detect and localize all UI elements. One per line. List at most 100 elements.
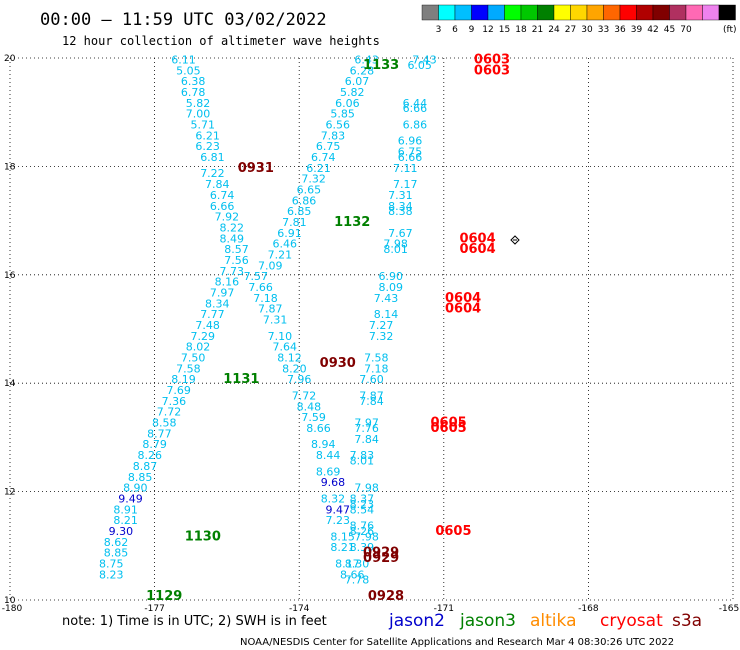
swh-value: 7.67 [388,227,413,240]
colorbar-label: 6 [452,25,458,35]
time-label: 0604 [445,291,481,306]
swh-value: 7.72 [157,406,182,419]
time-label: 1131 [223,372,259,387]
colorbar-label: 70 [680,25,692,35]
swh-value: 8.49 [219,232,244,245]
time-label: 0930 [320,356,356,371]
swh-value: 6.66 [398,151,423,164]
time-label: 0929 [363,546,399,561]
swh-value: 8.34 [205,297,230,310]
swh-value: 6.66 [210,200,235,213]
time-label: 1133 [363,58,399,73]
swh-value: 7.31 [388,189,413,202]
swh-value: 8.21 [113,514,138,527]
swh-value: 6.05 [407,59,432,72]
swh-value: 8.26 [350,525,375,538]
swh-value: 8.44 [316,449,341,462]
x-tick-label: -177 [144,604,164,614]
swh-value: 7.36 [162,395,187,408]
swh-value: 8.79 [142,438,167,451]
legend-altika: altika [530,611,577,631]
colorbar-swatch [702,4,720,21]
swh-value: 8.54 [350,503,375,516]
swh-value: 8.20 [282,362,307,375]
legend-s3a: s3a [672,611,702,631]
swh-value: 8.90 [123,482,148,495]
x-tick-label: -174 [289,604,310,614]
colorbar-swatch [454,4,472,21]
colorbar-swatch [603,4,621,21]
colorbar-unit: (ft) [723,25,737,35]
colorbar-swatch [504,4,522,21]
swh-value: 8.62 [104,536,129,549]
time-labels: 1133 060306030931113206040604060406040930… [146,52,510,604]
time-label: 0929 [363,551,399,566]
swh-value: 5.71 [191,118,216,131]
swh-value: 6.21 [306,162,331,175]
swh-value: 7.32 [301,173,326,186]
swh-value: 6.75 [398,146,423,159]
swh-value: 5.82 [186,97,211,110]
time-label: 1129 [146,589,182,604]
colorbar-swatch [718,4,736,21]
swh-value: 7.87 [359,389,384,402]
swh-value: 8.26 [138,449,163,462]
swh-value: 6.78 [181,86,206,99]
legend-jason3: jason3 [459,611,516,631]
time-label: 0604 [459,231,495,246]
colorbar-label: 12 [482,25,493,35]
swh-value: 8.58 [152,417,177,430]
swh-value: 6.38 [181,75,206,88]
swh-value: 8.77 [147,427,172,440]
swh-value: 8.01 [383,243,408,256]
swh-value: 8.48 [297,400,322,413]
swh-value: 8.15 [330,530,355,543]
swh-value: 6.11 [171,53,196,66]
swh-value: 7.78 [345,574,370,587]
swh-value: 7.59 [301,411,326,424]
swh-value: 7.84 [205,178,230,191]
chart-title: 00:00 – 11:59 UTC 03/02/2022 [40,10,327,30]
swh-value: 8.23 [350,498,375,511]
swh-value: 8.69 [316,465,341,478]
colorbar-swatch [487,4,505,21]
swh-points: 6.115.056.386.785.827.005.716.216.236.81… [99,53,437,586]
swh-value: 8.87 [133,460,158,473]
swh-value: 8.75 [99,557,124,570]
colorbar-swatch [652,4,670,21]
colorbar-label: 30 [581,25,593,35]
colorbar-label: 15 [499,25,510,35]
swh-value: 8.01 [350,455,375,468]
swh-value: 8.09 [379,281,404,294]
swh-value: 8.66 [340,568,365,581]
swh-value: 8.38 [388,205,413,218]
colorbar-swatch [570,4,588,21]
swh-value: 9.47 [326,503,351,516]
swh-value: 9.30 [109,525,134,538]
swh-value: 6.96 [398,135,423,148]
swh-value: 5.05 [176,64,201,77]
colorbar-swatch [553,4,571,21]
colorbar-swatch [619,4,637,21]
swh-value: 6.43 [354,53,379,66]
swh-value: 6.66 [403,102,428,115]
swh-value: 7.43 [412,53,437,66]
swh-value: 8.57 [224,243,249,256]
y-tick-label: 10 [4,596,16,606]
swh-value: 7.32 [369,330,394,343]
swh-value: 8.19 [171,373,196,386]
swh-value: 6.21 [195,129,220,142]
colorbar-swatch [636,4,654,21]
time-label: 1130 [185,529,221,544]
swh-value: 6.23 [195,140,220,153]
swh-value: 7.96 [287,373,312,386]
swh-value: 7.57 [244,270,269,283]
swh-value: 7.56 [224,254,249,267]
swh-value: 7.58 [176,362,201,375]
swh-value: 7.76 [354,422,379,435]
swh-value: 6.90 [379,270,404,283]
colorbar-label: 18 [515,25,527,35]
swh-value: 8.16 [215,276,240,289]
swh-value: 6.86 [292,194,317,207]
